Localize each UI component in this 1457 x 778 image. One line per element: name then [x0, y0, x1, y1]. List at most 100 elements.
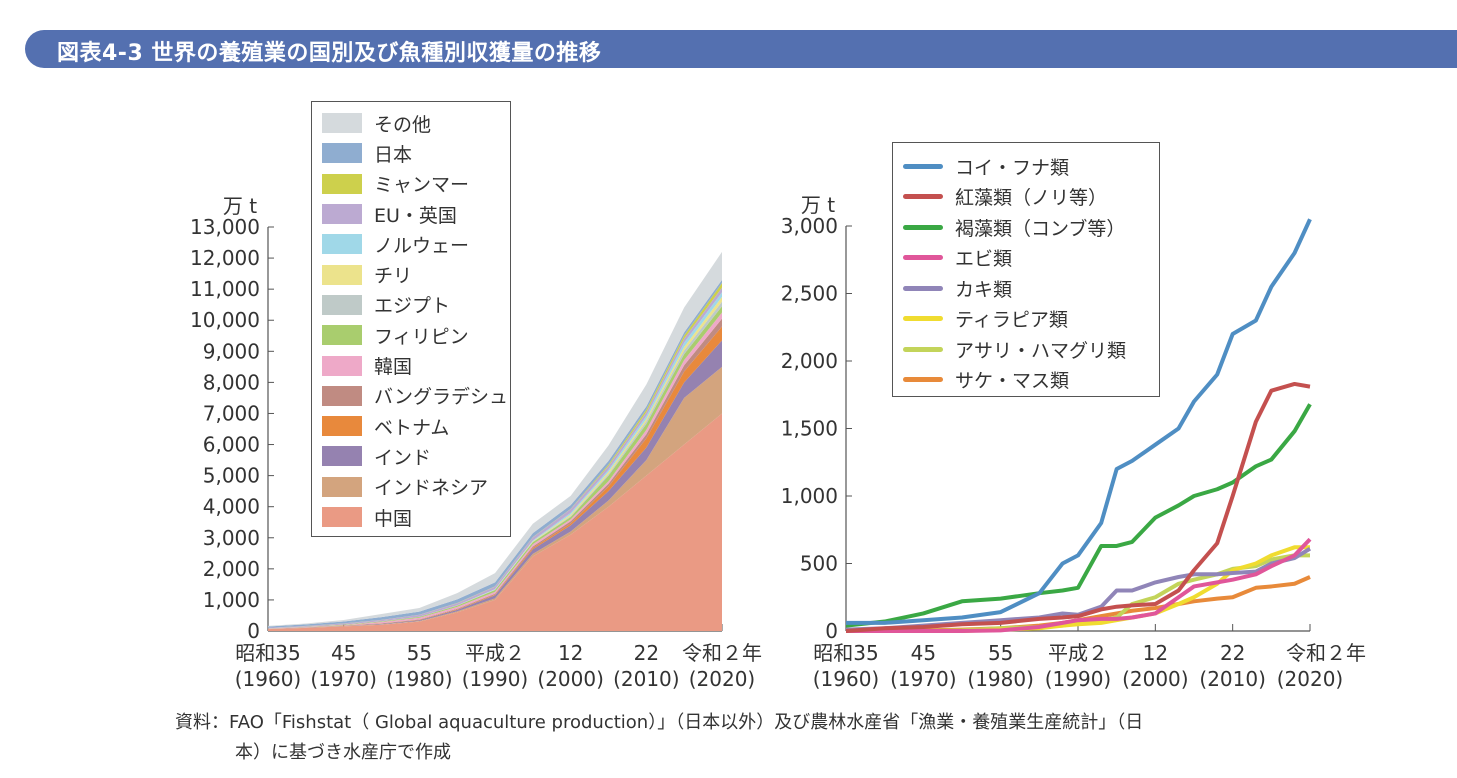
- legend-item: 中国: [312, 502, 510, 532]
- legend-line: [903, 285, 943, 291]
- legend-item: 日本: [312, 138, 510, 168]
- legend-item: サケ・マス類: [893, 365, 1159, 396]
- page-title: 図表4-3 世界の養殖業の国別及び魚種別収獲量の推移: [57, 41, 602, 66]
- left-x-tick-year: (1960): [235, 667, 302, 691]
- right-x-tick-year: (1960): [813, 667, 880, 691]
- legend-swatch: [322, 113, 362, 134]
- left-y-tick-label: 9,000: [203, 339, 260, 363]
- right-x-tick-year: (1990): [1045, 667, 1112, 691]
- legend-item: 紅藻類（ノリ等）: [893, 182, 1159, 213]
- legend-line: [903, 316, 943, 322]
- legend-item: コイ・フナ類: [893, 151, 1159, 182]
- source-note-line1: 資料：FAO「Fishstat（ Global aquaculture prod…: [175, 712, 1144, 733]
- right-x-tick-year: (1980): [967, 667, 1034, 691]
- legend-label: フィリピン: [374, 325, 469, 348]
- legend-left: その他日本ミャンマー EU・英国 ノルウェーチリエジプトフィリピン韓国バングラデシュ…: [311, 101, 511, 537]
- right-x-tick-label: 平成２: [1048, 641, 1108, 665]
- right-x-tick-year: (2010): [1199, 667, 1266, 691]
- left-x-tick-year: (1980): [386, 667, 453, 691]
- legend-swatch: [322, 204, 362, 225]
- legend-swatch: [322, 294, 362, 315]
- legend-label: チリ: [374, 265, 413, 288]
- legend-item: ミャンマー: [312, 169, 510, 199]
- right-y-tick-label: 0: [825, 619, 838, 643]
- left-y-tick-label: 3,000: [203, 526, 260, 550]
- legend-label: 日本: [374, 143, 413, 166]
- source-note: 資料：FAO「Fishstat（ Global aquaculture prod…: [175, 708, 1375, 768]
- legend-line: [903, 224, 943, 230]
- legend-label: 褐藻類（コンブ等）: [955, 217, 1126, 240]
- left-y-tick-label: 7,000: [203, 401, 260, 425]
- legend-label: その他: [374, 113, 432, 136]
- legend-item: ノルウェー: [312, 229, 510, 259]
- left-x-tick-label: 平成２: [465, 641, 525, 665]
- left-x-tick-year: (2000): [537, 667, 604, 691]
- legend-item: エビ類: [893, 243, 1159, 274]
- legend-label: エビ類: [955, 248, 1013, 271]
- left-y-tick-label: 12,000: [190, 246, 260, 270]
- left-y-tick-label: 8,000: [203, 370, 260, 394]
- line-褐藻類（コンブ等）: [845, 403, 1312, 628]
- legend-label: エジプト: [374, 295, 451, 318]
- left-x-tick-label: 令和２年: [682, 641, 762, 665]
- left-y-tick-label: 2,000: [203, 557, 260, 581]
- right-x-tick-label: 45: [911, 641, 936, 665]
- left-y-tick-label: 5,000: [203, 464, 260, 488]
- left-y-tick-label: 6,000: [203, 433, 260, 457]
- legend-item: インド: [312, 441, 510, 471]
- left-x-tick-year: (1970): [310, 667, 377, 691]
- legend-label: サケ・マス類: [955, 370, 1070, 393]
- legend-swatch: [322, 264, 362, 285]
- legend-item: EU・英国: [312, 199, 510, 229]
- legend-swatch: [322, 416, 362, 437]
- legend-label: バングラデシュ: [374, 386, 508, 409]
- legend-swatch: [322, 234, 362, 255]
- legend-item: エジプト: [312, 290, 510, 320]
- line-エビ類: [846, 537, 1312, 633]
- legend-swatch: [322, 355, 362, 376]
- legend-item: 褐藻類（コンブ等）: [893, 212, 1159, 243]
- left-y-tick-label: 1,000: [203, 588, 260, 612]
- legend-swatch: [322, 173, 362, 194]
- source-note-line2: 本）に基づき水産庁で作成: [235, 742, 451, 763]
- title-bar: 図表4-3 世界の養殖業の国別及び魚種別収獲量の推移: [25, 30, 1457, 68]
- left-x-tick-year: (2010): [613, 667, 680, 691]
- legend-swatch: [322, 446, 362, 467]
- legend-swatch: [322, 143, 362, 164]
- right-x-tick-year: (2000): [1122, 667, 1189, 691]
- area-中国: [268, 413, 722, 631]
- left-x-tick-year: (2020): [689, 667, 756, 691]
- legend-swatch: [322, 476, 362, 497]
- left-y-axis-unit: 万 t: [223, 194, 257, 218]
- right-x-tick-label: 55: [988, 641, 1013, 665]
- right-y-axis-unit: 万 t: [801, 193, 835, 217]
- legend-label: 韓国: [374, 356, 413, 379]
- left-x-tick-label: 45: [331, 641, 356, 665]
- legend-line: [903, 255, 943, 261]
- legend-label: インドネシア: [374, 477, 489, 500]
- legend-item: ティラピア類: [893, 304, 1159, 335]
- legend-label: カキ類: [955, 278, 1013, 301]
- legend-label: ティラピア類: [955, 309, 1068, 332]
- legend-label: コイ・フナ類: [955, 156, 1070, 179]
- legend-item: アサリ・ハマグリ類: [893, 334, 1159, 365]
- legend-label: ベトナム: [374, 416, 450, 439]
- left-x-tick-label: 55: [407, 641, 432, 665]
- left-y-tick-label: 4,000: [203, 495, 260, 519]
- legend-label: インド: [374, 446, 432, 469]
- legend-label: EU・英国: [374, 204, 457, 227]
- legend-right: コイ・フナ類紅藻類（ノリ等） 褐藻類（コンブ等） エビ類カキ類ティラピア類 アサリ・ハ…: [892, 142, 1160, 397]
- legend-item: ベトナム: [312, 411, 510, 441]
- left-y-tick-label: 0: [247, 619, 260, 643]
- legend-item: チリ: [312, 259, 510, 289]
- legend-item: カキ類: [893, 273, 1159, 304]
- right-y-tick-label: 1,500: [781, 417, 838, 441]
- left-y-tick-label: 11,000: [190, 277, 260, 301]
- line-紅藻類（ノリ等）: [845, 381, 1311, 633]
- left-x-tick-label: 22: [634, 641, 659, 665]
- legend-swatch: [322, 325, 362, 346]
- right-y-tick-label: 1,000: [781, 484, 838, 508]
- left-x-tick-year: (1990): [462, 667, 529, 691]
- right-x-tick-label: 令和２年: [1286, 641, 1366, 665]
